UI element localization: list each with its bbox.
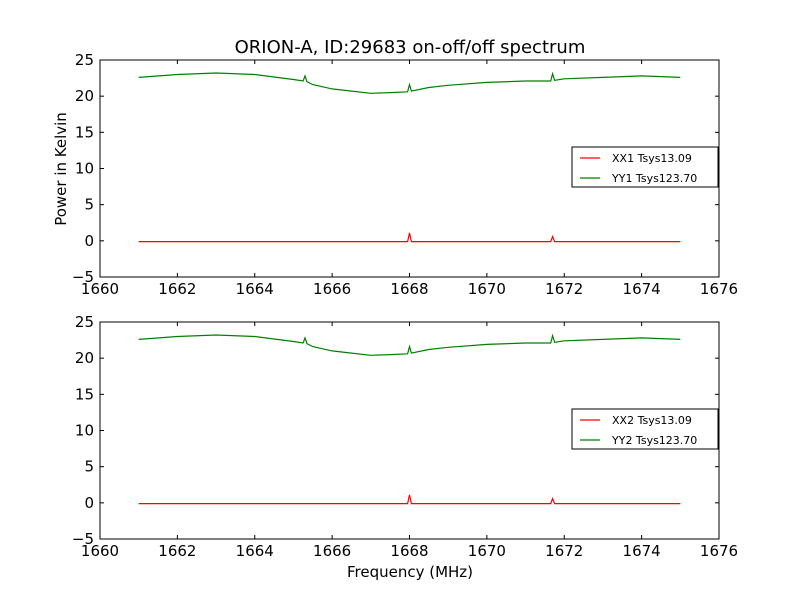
x-tick-label: 1670 xyxy=(468,542,506,560)
x-tick-label: 1676 xyxy=(700,542,738,560)
x-tick-label: 1664 xyxy=(236,280,274,298)
legend-entry: YY2 Tsys123.70 xyxy=(611,434,697,447)
y-tick-label: 20 xyxy=(75,87,94,105)
legend-box xyxy=(571,408,719,450)
series-line-xx1 xyxy=(138,232,681,243)
x-axis-label: Frequency (MHz) xyxy=(347,563,473,581)
x-tick-label: 1670 xyxy=(468,280,506,298)
x-tick-label: 1674 xyxy=(623,280,661,298)
x-tick-label: 1668 xyxy=(390,542,428,560)
y-axis-label: Power in Kelvin xyxy=(52,112,70,226)
x-tick-label: 1666 xyxy=(313,280,351,298)
y-tick-label: 25 xyxy=(75,313,94,331)
y-tick-label: 15 xyxy=(75,385,94,403)
y-tick-label: 0 xyxy=(84,494,94,512)
legend-entry: XX2 Tsys13.09 xyxy=(612,414,692,427)
series-line-yy2 xyxy=(138,333,681,356)
series-line-yy1 xyxy=(138,71,681,94)
legend: XX1 Tsys13.09 YY1 Tsys123.70 xyxy=(571,146,719,188)
legend-entry: YY1 Tsys123.70 xyxy=(611,172,697,185)
x-tick-label: 1666 xyxy=(313,542,351,560)
legend-entry: XX1 Tsys13.09 xyxy=(612,152,692,165)
y-tick-label: −5 xyxy=(72,268,94,286)
x-tick-label: 1672 xyxy=(545,280,583,298)
x-tick-label: 1664 xyxy=(236,542,274,560)
chart-panel-bottom: 1660 1662 1664 1666 1668 1670 1672 1674 1676 −5 0 5… xyxy=(72,313,738,560)
x-tick-label: 1660 xyxy=(81,280,119,298)
legend: XX2 Tsys13.09 YY2 Tsys123.70 xyxy=(571,408,719,450)
y-tick-label: 20 xyxy=(75,349,94,367)
y-tick-label: 25 xyxy=(75,51,94,69)
series-line-xx2 xyxy=(138,494,681,505)
x-tick-label: 1668 xyxy=(390,280,428,298)
legend-box xyxy=(571,146,719,188)
chart-title: ORION-A, ID:29683 on-off/off spectrum xyxy=(235,37,586,58)
y-tick-label: 0 xyxy=(84,232,94,250)
chart-panel-top: 1660 1662 1664 1666 1668 1670 1672 1674 1676 −5 0 5… xyxy=(72,51,738,298)
y-tick-label: 5 xyxy=(84,458,94,476)
x-tick-label: 1676 xyxy=(700,280,738,298)
x-tick-label: 1660 xyxy=(81,542,119,560)
x-tick-label: 1674 xyxy=(623,542,661,560)
y-tick-label: −5 xyxy=(72,530,94,548)
x-tick-label: 1662 xyxy=(158,280,196,298)
x-tick-label: 1672 xyxy=(545,542,583,560)
y-tick-label: 15 xyxy=(75,123,94,141)
y-tick-label: 10 xyxy=(75,160,94,178)
x-tick-label: 1662 xyxy=(158,542,196,560)
y-tick-label: 10 xyxy=(75,422,94,440)
y-tick-label: 5 xyxy=(84,196,94,214)
